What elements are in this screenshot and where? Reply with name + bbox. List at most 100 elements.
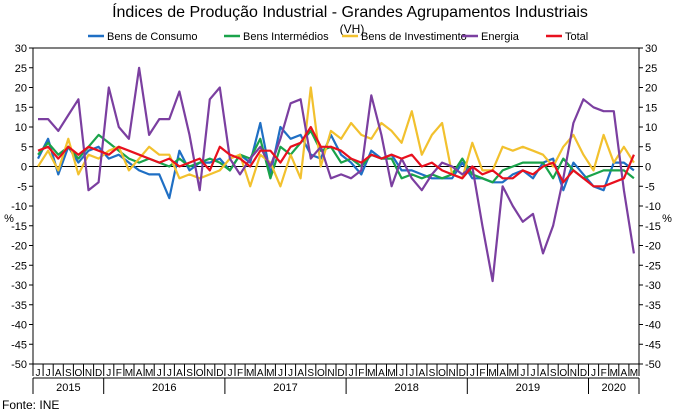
x-month-label: M: [610, 368, 618, 379]
y-tick-label: 30: [15, 43, 27, 55]
chart-subtitle: (VH): [340, 22, 365, 36]
x-month-label: J: [530, 368, 535, 379]
y-tick-label: -35: [645, 300, 661, 312]
y-tick-label: 20: [645, 83, 657, 95]
y-tick-label: 25: [15, 63, 27, 75]
y-tick-label: -45: [11, 339, 27, 351]
x-month-label: D: [337, 368, 344, 379]
y-tick-label: 15: [15, 102, 27, 114]
x-year-label: 2015: [56, 382, 80, 394]
x-month-label: S: [429, 368, 436, 379]
x-month-label: N: [570, 368, 577, 379]
y-tick-label: 30: [645, 43, 657, 55]
x-month-label: A: [621, 368, 628, 379]
x-month-label: A: [55, 368, 62, 379]
x-month-label: M: [488, 368, 496, 379]
x-month-label: M: [387, 368, 395, 379]
y-tick-label: 20: [15, 83, 27, 95]
x-month-label: S: [186, 368, 193, 379]
series-group: [37, 66, 635, 283]
x-month-label: M: [367, 368, 375, 379]
x-month-label: J: [349, 368, 354, 379]
y-tick-label: -20: [645, 241, 661, 253]
x-month-label: J: [470, 368, 475, 379]
x-month-label: J: [46, 368, 51, 379]
y-tick-label: -5: [645, 181, 655, 193]
y-axis-left: -50-45-40-35-30-25-20-15-10-505101520253…: [11, 43, 33, 371]
y-tick-label: 5: [21, 142, 27, 154]
y-tick-label: -20: [11, 241, 27, 253]
y-tick-label: -30: [11, 280, 27, 292]
y-tick-label: -50: [645, 359, 661, 371]
x-month-label: O: [75, 368, 83, 379]
x-year-label: 2019: [516, 382, 540, 394]
x-month-label: A: [540, 368, 547, 379]
x-month-label: J: [409, 368, 414, 379]
x-month-label: O: [196, 368, 204, 379]
series-line-bens-de-investimento: [37, 86, 635, 188]
x-month-label: M: [246, 368, 254, 379]
x-month-label: M: [509, 368, 517, 379]
x-month-label: A: [257, 368, 264, 379]
y-tick-label: 25: [645, 63, 657, 75]
x-month-label: J: [36, 368, 41, 379]
y-tick-label: 15: [645, 102, 657, 114]
x-month-label: J: [399, 368, 404, 379]
source-note: Fonte: INE: [2, 398, 59, 412]
x-month-label: F: [479, 368, 485, 379]
x-month-label: J: [227, 368, 232, 379]
x-month-label: J: [591, 368, 596, 379]
x-month-label: A: [378, 368, 385, 379]
legend: Bens de Consumo Bens Intermédios Bens de I…: [88, 31, 588, 43]
y-tick-label: -50: [11, 359, 27, 371]
x-month-label: N: [327, 368, 334, 379]
y-tick-label: -45: [645, 339, 661, 351]
x-month-label: M: [145, 368, 153, 379]
x-month-label: F: [358, 368, 364, 379]
y-tick-label: -35: [11, 300, 27, 312]
x-month-label: M: [266, 368, 274, 379]
x-month-label: J: [106, 368, 111, 379]
y-tick-label: 10: [645, 122, 657, 134]
legend-label: Bens de Consumo: [107, 31, 198, 43]
x-month-label: O: [438, 368, 446, 379]
series-line-bens-de-consumo: [37, 121, 635, 200]
y-tick-label: -25: [11, 260, 27, 272]
x-year-label: 2018: [394, 382, 418, 394]
x-month-label: F: [237, 368, 243, 379]
x-month-label: F: [601, 368, 607, 379]
x-month-label: A: [297, 368, 304, 379]
y-tick-label: 10: [15, 122, 27, 134]
x-year-label: 2016: [152, 382, 176, 394]
series-line-total: [37, 125, 635, 188]
x-year-label: 2020: [602, 382, 626, 394]
x-month-label: S: [550, 368, 557, 379]
series-line-energia: [38, 66, 635, 283]
legend-label: Total: [565, 31, 588, 43]
y-tick-label: -10: [645, 201, 661, 213]
y-tick-label: -15: [645, 221, 661, 233]
x-month-label: S: [307, 368, 314, 379]
x-month-label: J: [288, 368, 293, 379]
chart-title: Índices de Produção Industrial - Grandes…: [112, 2, 588, 21]
y-tick-label: 5: [645, 142, 651, 154]
y-tick-label: -5: [17, 181, 27, 193]
x-month-label: S: [65, 368, 72, 379]
x-month-label: N: [85, 368, 92, 379]
y-tick-label: -40: [11, 320, 27, 332]
x-month-label: D: [216, 368, 223, 379]
x-month-label: A: [136, 368, 143, 379]
x-month-label: A: [419, 368, 426, 379]
x-month-label: A: [176, 368, 183, 379]
legend-label: Bens de Investimento: [361, 31, 467, 43]
legend-label: Bens Intermédios: [243, 31, 329, 43]
y-axis-right: -50-45-40-35-30-25-20-15-10-505101520253…: [639, 43, 661, 371]
y-tick-label: 0: [645, 162, 651, 174]
x-month-label: M: [125, 368, 133, 379]
x-month-label: J: [157, 368, 162, 379]
y-tick-label: -40: [645, 320, 661, 332]
x-month-label: O: [317, 368, 325, 379]
y-tick-label: -10: [11, 201, 27, 213]
